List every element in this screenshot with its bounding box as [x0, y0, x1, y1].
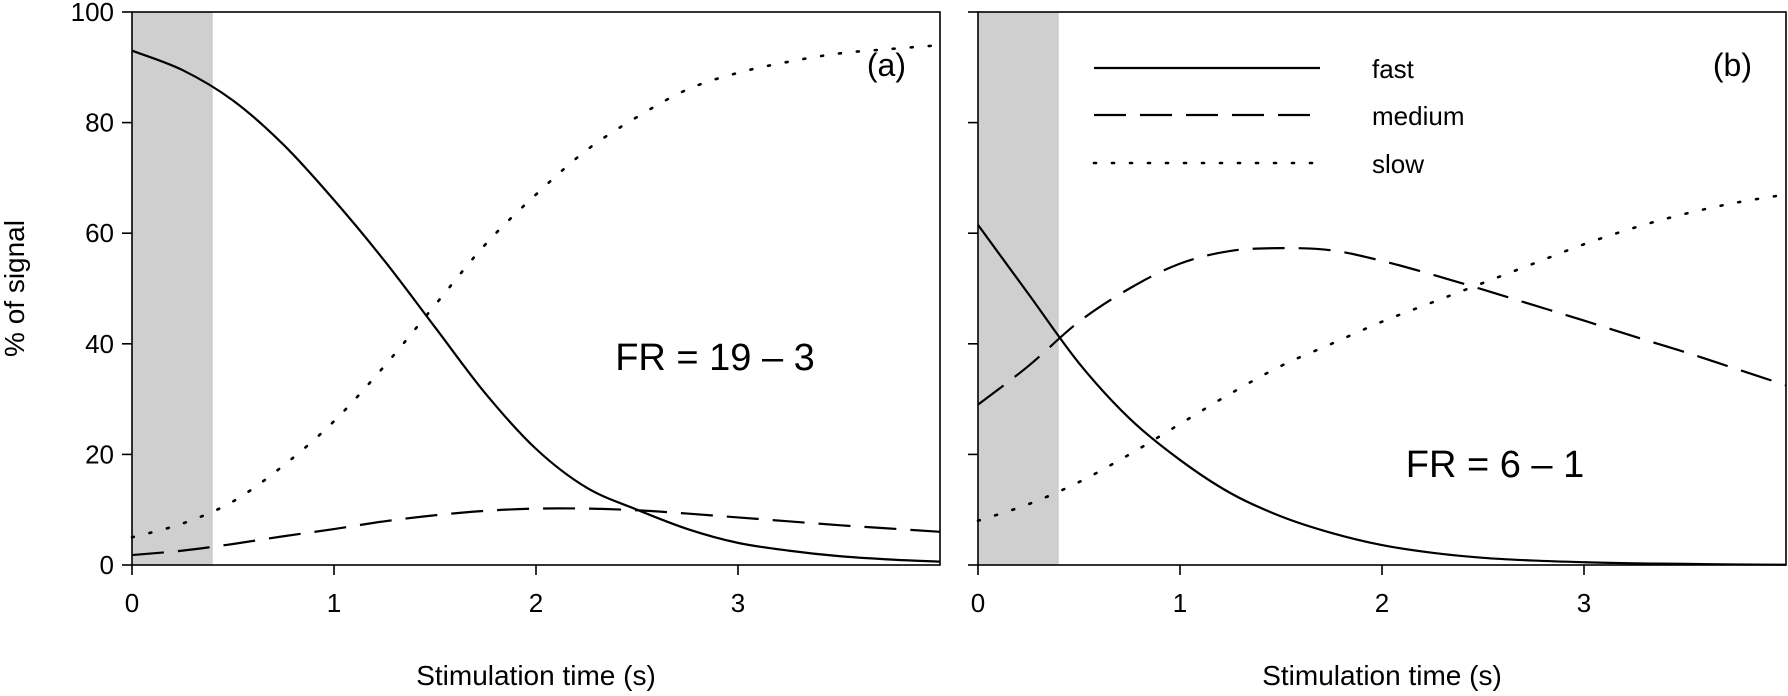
panel-label: (a): [867, 47, 906, 83]
y-tick-label: 40: [85, 329, 114, 359]
series-line-slow: [130, 43, 942, 539]
annotation-text: FR = 19 – 3: [615, 337, 815, 379]
y-tick-label: 20: [85, 439, 114, 469]
series-line-medium: [131, 507, 941, 557]
plot-frame: [977, 11, 1787, 566]
x-tick-label: 1: [1173, 588, 1187, 618]
y-axis-title: % of signal: [0, 220, 30, 357]
series-line-fast: [977, 224, 1787, 566]
y-tick-label: 0: [100, 550, 114, 580]
annotation-text: FR = 6 – 1: [1406, 444, 1584, 486]
series-line-slow: [976, 193, 1788, 523]
x-axis-title: Stimulation time (s): [1262, 660, 1502, 691]
series-line-medium: [977, 247, 1787, 406]
shaded-region: [132, 12, 213, 565]
x-tick-label: 0: [125, 588, 139, 618]
x-tick-label: 2: [1375, 588, 1389, 618]
y-tick-label: 100: [71, 0, 114, 27]
panel-label: (b): [1713, 47, 1752, 83]
legend-label-slow: slow: [1372, 149, 1424, 179]
x-tick-label: 3: [731, 588, 745, 618]
y-tick-label: 80: [85, 108, 114, 138]
legend-label-fast: fast: [1372, 54, 1415, 84]
series-line-fast: [131, 49, 941, 563]
plot-frame: [131, 11, 941, 566]
x-axis-title: Stimulation time (s): [416, 660, 656, 691]
x-tick-label: 3: [1577, 588, 1591, 618]
x-tick-label: 2: [529, 588, 543, 618]
legend-label-medium: medium: [1372, 101, 1464, 131]
x-tick-label: 0: [971, 588, 985, 618]
shaded-region: [978, 12, 1059, 565]
y-tick-label: 60: [85, 218, 114, 248]
x-tick-label: 1: [327, 588, 341, 618]
